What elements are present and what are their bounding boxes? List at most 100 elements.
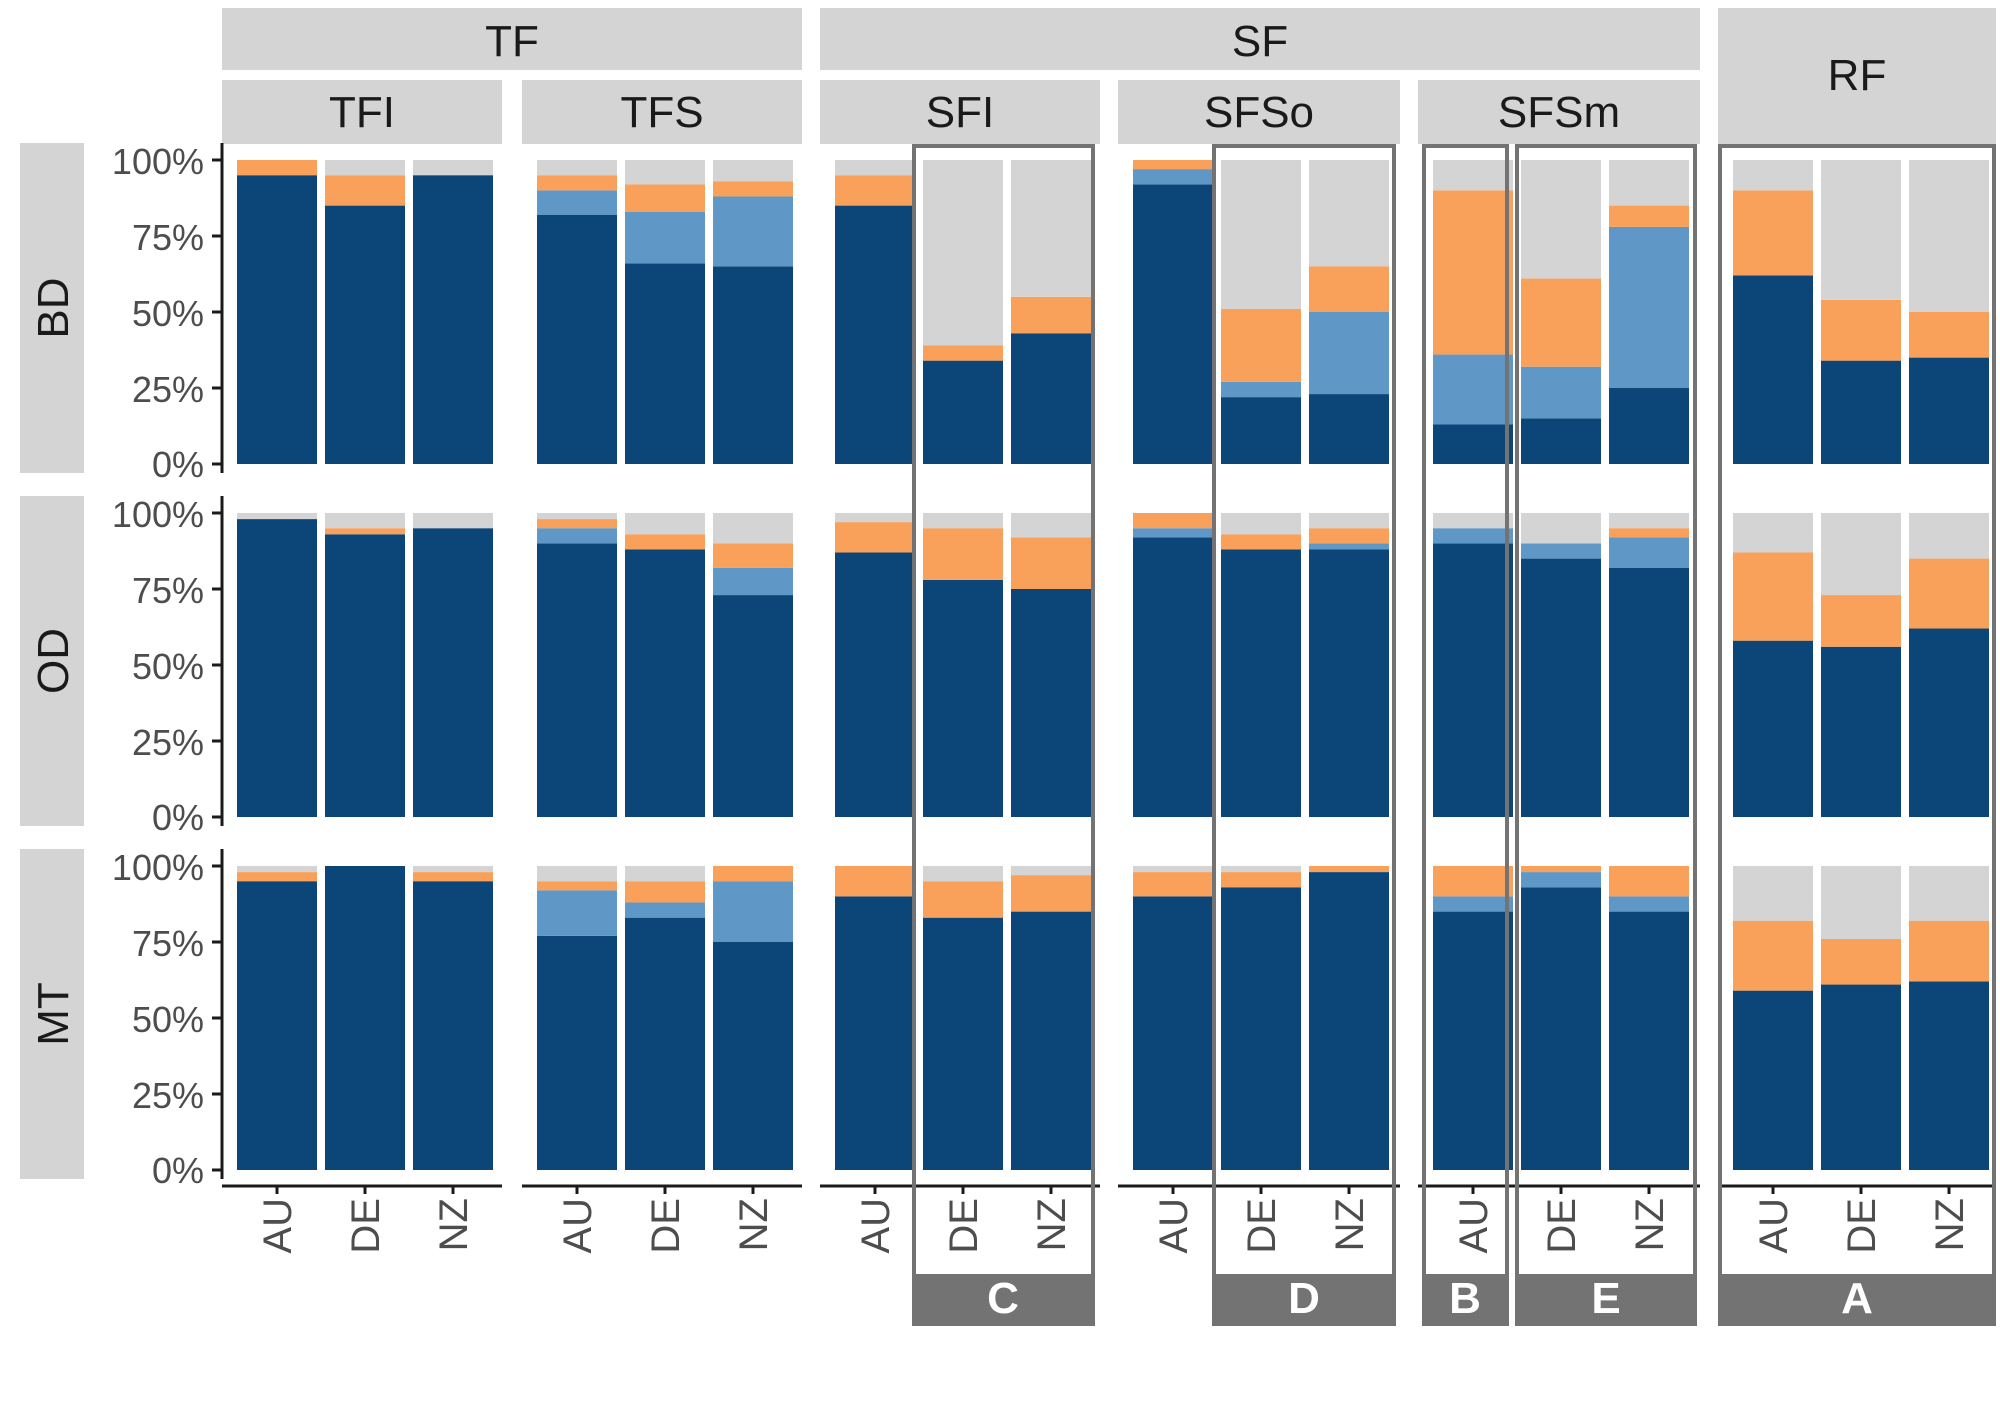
bar-segment-od-sfi-de-grey: [923, 513, 1003, 529]
strip-sfi: [820, 80, 1100, 144]
tag-e: [1517, 1274, 1695, 1326]
bar-segment-bd-sfso-au-navy: [1133, 184, 1213, 464]
strip-row-bd: [20, 143, 84, 473]
bar-segment-mt-sfsm-nz-lightblue: [1609, 896, 1689, 912]
bar-segment-od-tfi-de-navy: [325, 534, 405, 817]
bar-segment-od-sfsm-de-lightblue: [1521, 543, 1601, 559]
bar-segment-bd-sfso-de-orange: [1221, 308, 1301, 382]
bar-segment-od-tfi-nz-grey: [413, 513, 493, 529]
bar-segment-od-tfi-nz-navy: [413, 528, 493, 817]
bar-segment-bd-sfi-de-orange: [923, 345, 1003, 361]
strip-rf-label: RF: [1828, 51, 1887, 100]
bar-segment-mt-sfsm-de-lightblue: [1521, 872, 1601, 888]
bar-segment-bd-sfsm-de-grey: [1521, 160, 1601, 279]
strip-tf-label: TF: [485, 17, 539, 66]
bar-segment-od-sfso-de-navy: [1221, 549, 1301, 817]
bar-segment-mt-tfi-au-grey: [237, 866, 317, 873]
bar-segment-mt-tfi-nz-navy: [413, 881, 493, 1170]
y-tick-label: 75%: [132, 570, 204, 611]
bar-segment-bd-tfs-de-lightblue: [625, 211, 705, 264]
y-tick-label: 75%: [132, 217, 204, 258]
bar-segment-od-tfs-nz-grey: [713, 513, 793, 544]
bar-segment-mt-sfso-nz-navy: [1309, 872, 1389, 1170]
tag-c-label: C: [987, 1274, 1019, 1323]
bar-segment-bd-rf-nz-grey: [1909, 160, 1989, 312]
bar-segment-mt-tfs-de-navy: [625, 917, 705, 1170]
strip-tfs-label: TFS: [620, 88, 703, 137]
bar-segment-bd-sfso-de-lightblue: [1221, 381, 1301, 398]
bar-segment-od-tfi-au-grey: [237, 513, 317, 520]
strip-tf: [222, 8, 802, 70]
bar-segment-mt-rf-au-orange: [1733, 920, 1813, 991]
bar-segment-bd-tfs-au-lightblue: [537, 190, 617, 215]
strip-row-mt: [20, 849, 84, 1179]
x-tick-label: AU: [1452, 1198, 1496, 1254]
bar-segment-mt-tfi-au-navy: [237, 881, 317, 1170]
bars: [237, 160, 1989, 1170]
bar-segment-od-rf-au-orange: [1733, 552, 1813, 641]
bar-segment-mt-sfi-au-orange: [835, 866, 915, 897]
y-tick-label: 100%: [112, 141, 204, 182]
bar-segment-bd-tfs-nz-grey: [713, 160, 793, 182]
tag-b-label: B: [1449, 1274, 1481, 1323]
bar-segment-bd-rf-au-grey: [1733, 160, 1813, 191]
bar-segment-mt-tfs-de-orange: [625, 881, 705, 903]
bar-segment-od-sfi-au-navy: [835, 552, 915, 817]
bar-segment-mt-sfsm-de-navy: [1521, 887, 1601, 1170]
bar-segment-od-tfs-de-grey: [625, 513, 705, 535]
bar-segment-bd-tfs-au-grey: [537, 160, 617, 176]
bar-segment-bd-sfso-de-grey: [1221, 160, 1301, 309]
bar-segment-mt-tfs-au-navy: [537, 935, 617, 1170]
y-tick-label: 50%: [132, 646, 204, 687]
bar-segment-od-tfi-au-navy: [237, 519, 317, 817]
bar-segment-mt-rf-nz-orange: [1909, 920, 1989, 982]
bar-segment-bd-tfs-de-navy: [625, 263, 705, 464]
bar-segment-od-rf-nz-orange: [1909, 558, 1989, 629]
bar-segment-mt-rf-au-grey: [1733, 866, 1813, 921]
bar-segment-bd-sfi-nz-navy: [1011, 333, 1091, 464]
bar-segment-od-sfso-de-orange: [1221, 534, 1301, 550]
strip-tfi: [222, 80, 502, 144]
highlight-box-tags: C D B E A: [914, 1274, 1994, 1326]
bar-segment-bd-rf-au-navy: [1733, 275, 1813, 464]
bar-segment-od-tfs-nz-orange: [713, 543, 793, 568]
bar-segment-mt-sfsm-nz-orange: [1609, 866, 1689, 897]
strip-sf: [820, 8, 1700, 70]
bar-segment-bd-tfi-de-grey: [325, 160, 405, 176]
bar-segment-od-rf-au-grey: [1733, 513, 1813, 553]
bar-segment-bd-sfso-nz-lightblue: [1309, 312, 1389, 395]
x-axis-labels: AU DE NZ AU DE NZ AU DE NZ AU DE NZ AU DE NZ AU DE NZ: [256, 1186, 1972, 1254]
strip-sfsm: [1418, 80, 1700, 144]
bar-segment-od-sfso-nz-lightblue: [1309, 543, 1389, 550]
x-tick-label: NZ: [1928, 1198, 1972, 1251]
bar-segment-mt-tfs-nz-lightblue: [713, 881, 793, 942]
strip-row-od: [20, 496, 84, 826]
bar-segment-bd-tfs-nz-lightblue: [713, 196, 793, 267]
bar-segment-mt-rf-nz-navy: [1909, 981, 1989, 1170]
bar-segment-bd-tfs-nz-orange: [713, 181, 793, 197]
bar-segment-mt-sfso-au-navy: [1133, 896, 1213, 1170]
y-tick-label: 100%: [112, 847, 204, 888]
bar-segment-od-rf-au-navy: [1733, 640, 1813, 817]
bar-segment-bd-sfsm-nz-lightblue: [1609, 226, 1689, 388]
bar-segment-mt-tfs-nz-orange: [713, 866, 793, 882]
bar-segment-od-rf-de-orange: [1821, 595, 1901, 647]
bar-segment-bd-sfso-au-lightblue: [1133, 169, 1213, 185]
bar-segment-bd-tfs-de-grey: [625, 160, 705, 185]
bar-segment-mt-sfi-au-navy: [835, 896, 915, 1170]
bar-segment-bd-sfsm-au-orange: [1433, 190, 1513, 355]
bar-segment-mt-sfi-de-orange: [923, 881, 1003, 918]
bar-segment-mt-sfso-au-grey: [1133, 866, 1213, 873]
bar-segment-od-sfso-au-lightblue: [1133, 528, 1213, 538]
x-tick-label: AU: [854, 1198, 898, 1254]
bar-segment-mt-sfso-de-navy: [1221, 887, 1301, 1170]
bar-segment-bd-tfi-nz-navy: [413, 175, 493, 464]
bar-segment-bd-rf-de-orange: [1821, 299, 1901, 361]
bar-segment-bd-sfsm-nz-grey: [1609, 160, 1689, 206]
bar-segment-mt-sfso-de-grey: [1221, 866, 1301, 873]
bar-segment-bd-sfi-au-navy: [835, 205, 915, 464]
tag-b: [1424, 1274, 1507, 1326]
bar-segment-bd-rf-de-navy: [1821, 360, 1901, 464]
bar-segment-bd-tfi-au-navy: [237, 175, 317, 464]
sub-strips: TFI TFS SFI SFSo SFSm: [222, 80, 1700, 144]
